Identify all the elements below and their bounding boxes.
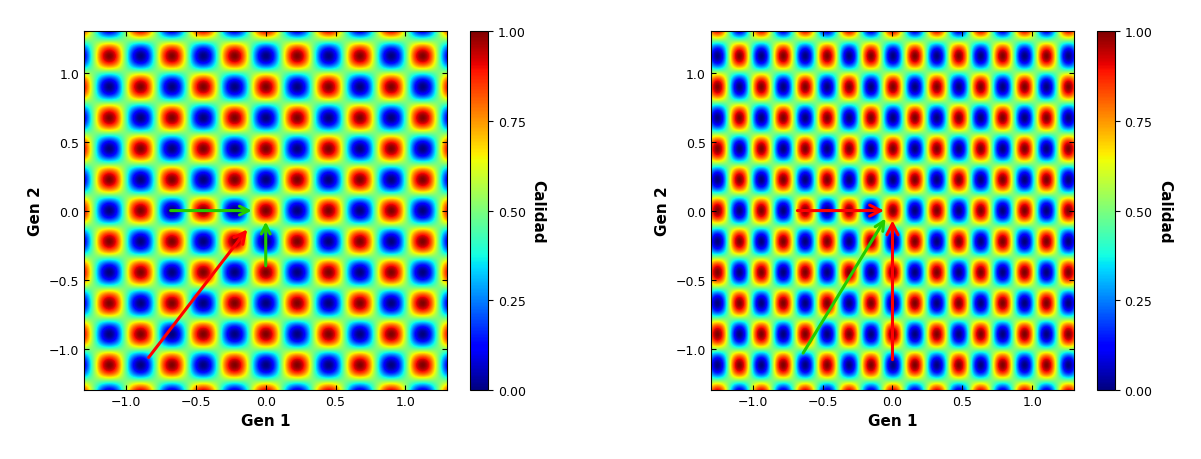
X-axis label: Gen 1: Gen 1 <box>868 414 918 429</box>
Y-axis label: Calidad: Calidad <box>530 179 545 243</box>
Y-axis label: Calidad: Calidad <box>1157 179 1172 243</box>
Y-axis label: Gen 2: Gen 2 <box>28 186 43 236</box>
Y-axis label: Gen 2: Gen 2 <box>655 186 670 236</box>
X-axis label: Gen 1: Gen 1 <box>241 414 291 429</box>
